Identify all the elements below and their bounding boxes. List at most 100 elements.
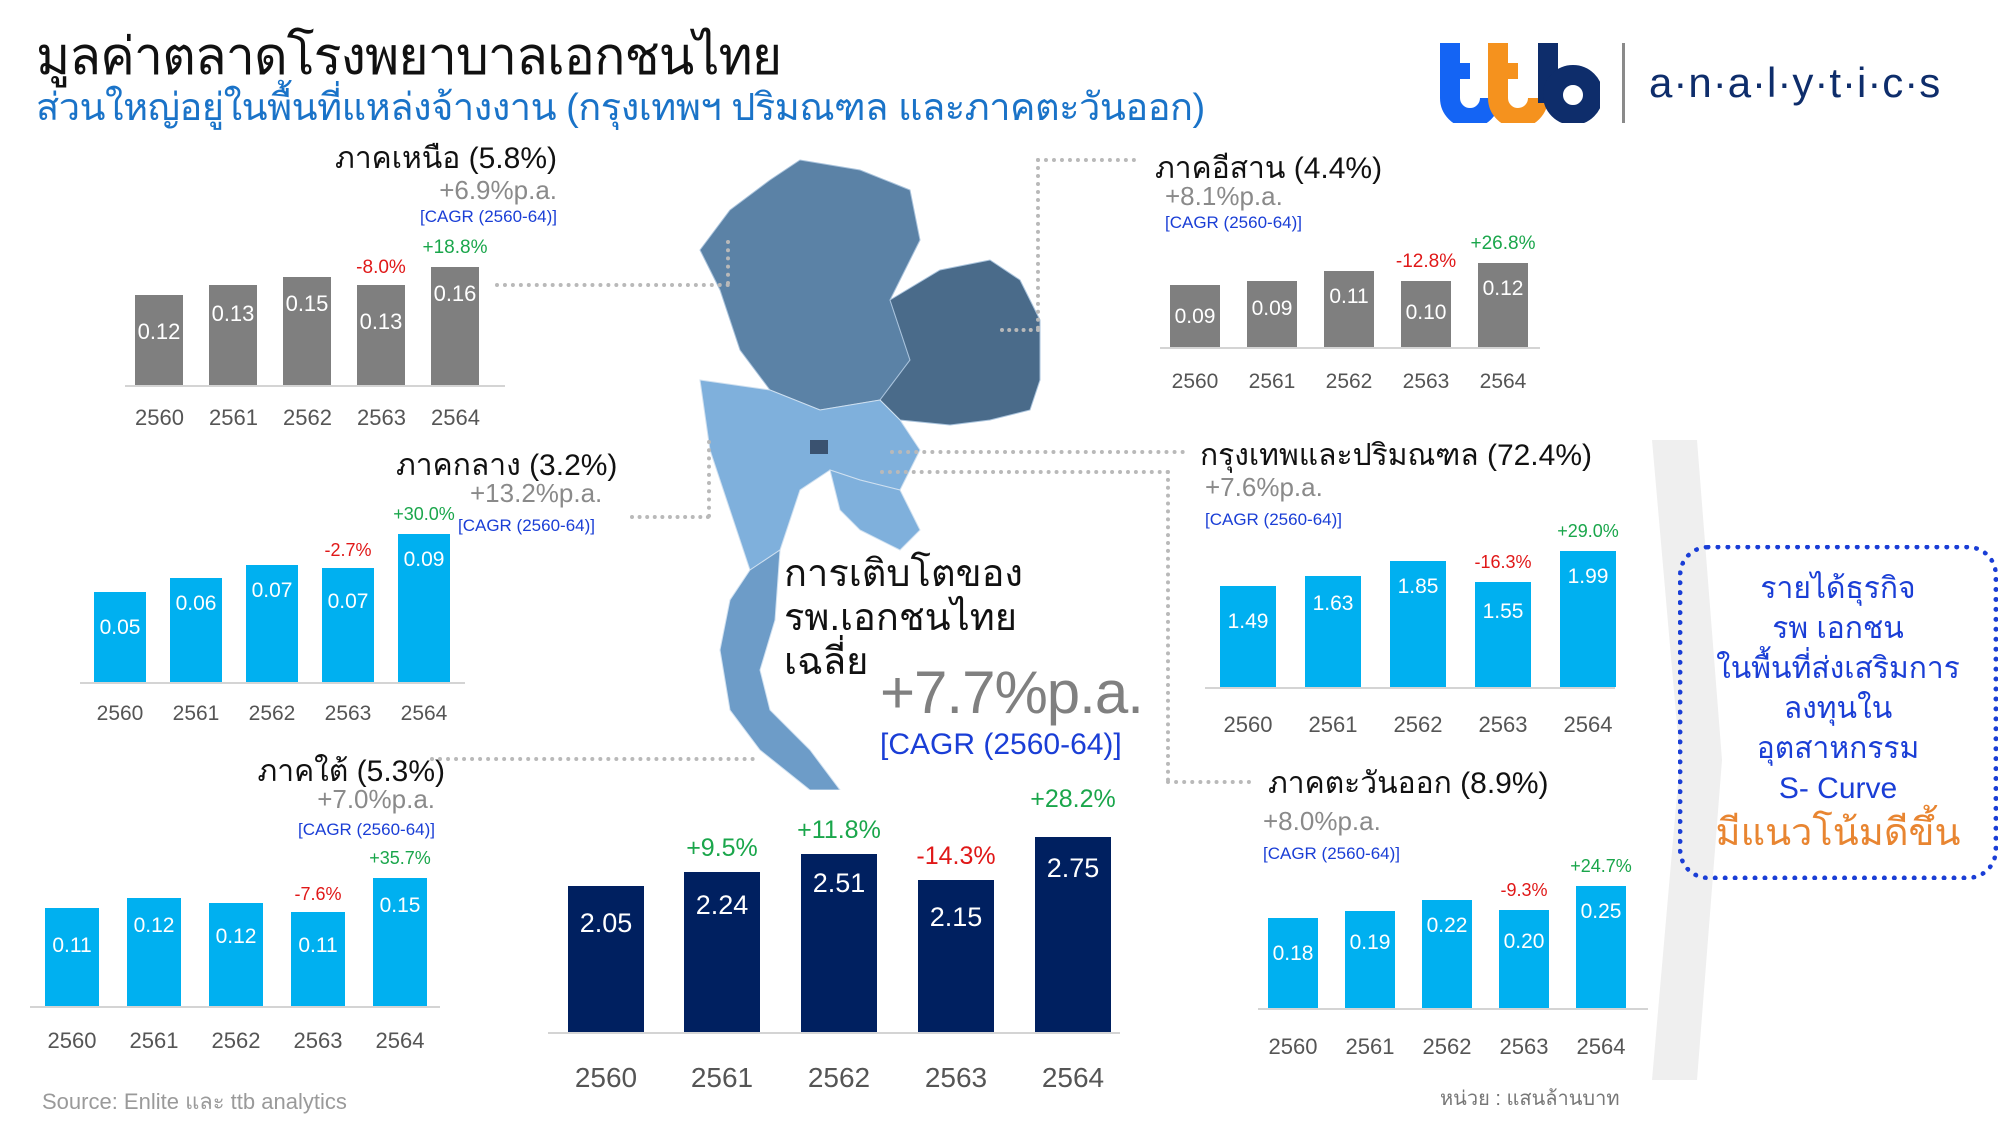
xlabel: 2563 [1402, 370, 1450, 393]
thailand-map [699, 159, 1041, 790]
xlabel: 2562 [283, 405, 332, 430]
page-title: มูลค่าตลาดโรงพยาบาลเอกชนไทย [36, 28, 782, 86]
map-south-region [719, 549, 841, 790]
xlabel: 2563 [293, 1028, 343, 1053]
chart-east-axis [1258, 1008, 1648, 1010]
xlabel: 2564 [400, 702, 448, 725]
bar-north-2563: -8.0% 0.13 [356, 257, 406, 385]
chart-bangkok-axis [1205, 687, 1615, 689]
connector-central-v [707, 440, 711, 518]
center-cagr: +7.7%p.a. [880, 659, 1144, 726]
bar-south-2560: 0.11 [45, 908, 99, 1006]
xlabel: 2561 [1308, 712, 1358, 737]
callout-line: รพ เอกชน [1772, 611, 1904, 645]
chart-bangkok-cagr-note: [CAGR (2560-64)] [1205, 510, 1342, 529]
bar-central-2560: 0.05 [94, 592, 146, 682]
bar-total-2562: +11.8% 2.51 [797, 816, 881, 1032]
bar-central-2563: -2.7% 0.07 [322, 540, 374, 682]
chart-central-cagr: +13.2%p.a. [470, 478, 603, 508]
bar-bangkok-2564: +29.0% 1.99 [1557, 521, 1619, 687]
callout-line: ในพื้นที่ส่งเสริมการ [1716, 651, 1960, 685]
xlabel: 2564 [1576, 1034, 1626, 1059]
xlabel: 2562 [1393, 712, 1443, 737]
chart-bangkok-cagr: +7.6%p.a. [1205, 472, 1323, 502]
bar-central-2561: 0.06 [170, 578, 222, 682]
xlabel: 2561 [1248, 370, 1296, 393]
source-note: Source: Enlite และ ttb analytics [42, 1089, 347, 1114]
xlabel: 2560 [1268, 1034, 1318, 1059]
bar-north-2561: 0.13 [209, 285, 257, 385]
chart-central-axis [80, 682, 465, 684]
chart-bangkok: กรุงเทพและปริมณฑล (72.4%) +7.6%p.a. [CAG… [1200, 432, 1640, 742]
bar-northeast-2564: +26.8% 0.12 [1471, 233, 1535, 347]
xlabel: 2560 [135, 405, 184, 430]
xlabel: 2562 [248, 702, 296, 725]
bar-north-2560: 0.12 [135, 295, 183, 385]
xlabel: 2560 [574, 1062, 638, 1093]
chart-central-title: ภาคกลาง (3.2%) [396, 449, 618, 482]
bar-northeast-2561: 0.09 [1247, 281, 1297, 347]
xlabel: 2560 [96, 702, 144, 725]
chart-south: ภาคใต้ (5.3%) +7.0%p.a. [CAGR (2560-64)]… [25, 748, 445, 1068]
chart-east: ภาคตะวันออก (8.9%) +8.0%p.a. [CAGR (2560… [1258, 760, 1658, 1070]
bar-total-2564: +28.2% 2.75 [1030, 785, 1116, 1032]
xlabel: 2562 [211, 1028, 261, 1053]
logo-divider [1622, 43, 1625, 123]
bar-east-2563: -9.3% 0.20 [1499, 880, 1549, 1008]
xlabel: 2564 [1041, 1062, 1105, 1093]
chart-bangkok-plot: 1.49 1.63 1.85 -16.3% 1.55 +29.0% 1.99 [1205, 521, 1619, 689]
bar-north-2564: +18.8% 0.16 [423, 237, 487, 385]
xlabel: 2562 [1325, 370, 1373, 393]
ttb-logo-icon [1440, 43, 1600, 123]
connector-east-h [1166, 780, 1251, 784]
chart-south-axis [30, 1006, 440, 1008]
bar-east-2564: +24.7% 0.25 [1570, 856, 1632, 1008]
chart-central: ภาคกลาง (3.2%) +13.2%p.a. [CAGR (2560-64… [80, 442, 660, 742]
chart-northeast-cagr: +8.1%p.a. [1165, 181, 1283, 211]
connector-north-v [726, 240, 730, 285]
page-subtitle: ส่วนใหญ่อยู่ในพื้นที่แหล่งจ้างงาน (กรุงเ… [36, 87, 1205, 129]
callout-line: ลงทุนใน [1783, 691, 1893, 725]
xlabel: 2561 [209, 405, 258, 430]
xlabel: 2564 [431, 405, 480, 430]
bar-northeast-2560: 0.09 [1170, 285, 1220, 347]
connector-central [630, 515, 710, 519]
chevron-arrow-icon [1652, 440, 1722, 1080]
chart-north: ภาคเหนือ (5.8%) +6.9%p.a. [CAGR (2560-64… [125, 135, 585, 435]
chart-total-axis [548, 1032, 1120, 1034]
chart-south-title: ภาคใต้ (5.3%) [257, 755, 445, 788]
bar-bangkok-2562: 1.85 [1390, 561, 1446, 687]
connector-north [495, 283, 730, 287]
chart-northeast-title: ภาคอีสาน (4.4%) [1155, 152, 1383, 185]
xlabel: 2563 [357, 405, 406, 430]
map-bangkok [810, 440, 828, 454]
xlabel: 2560 [1171, 370, 1219, 393]
bar-north-2562: 0.15 [283, 277, 331, 385]
bar-central-2564: +30.0% 0.09 [393, 504, 455, 682]
xlabel: 2564 [1563, 712, 1613, 737]
unit-note: หน่วย : แสนล้านบาท [1440, 1088, 1620, 1110]
chart-northeast-cagr-note: [CAGR (2560-64)] [1165, 213, 1302, 232]
center-headline: การเติบโตของ รพ.เอกชนไทย เฉลี่ย [784, 552, 1023, 684]
bar-east-2560: 0.18 [1268, 918, 1318, 1008]
chart-central-cagr-note: [CAGR (2560-64)] [458, 516, 595, 535]
chart-east-plot: 0.18 0.19 0.22 -9.3% 0.20 +24.7% 0.25 [1258, 856, 1648, 1010]
bar-east-2562: 0.22 [1422, 900, 1472, 1008]
bar-total-2560: 2.05 [568, 886, 644, 1032]
chart-northeast-plot: 0.09 0.09 0.11 -12.8% 0.10 +26.8% 0.12 [1160, 233, 1540, 349]
xlabel: 2560 [47, 1028, 97, 1053]
callout-line: อุตสาหกรรม [1756, 731, 1920, 765]
bar-northeast-2562: 0.11 [1324, 271, 1374, 347]
xlabel: 2561 [1345, 1034, 1395, 1059]
bar-south-2564: +35.7% 0.15 [369, 848, 431, 1006]
bar-south-2561: 0.12 [127, 898, 181, 1006]
bar-total-2563: -14.3% 2.15 [916, 842, 996, 1032]
xlabel: 2563 [924, 1062, 988, 1093]
chart-central-plot: 0.05 0.06 0.07 -2.7% 0.07 +30.0% 0.09 [80, 504, 465, 684]
center-line-3: เฉลี่ย [784, 641, 869, 683]
connector-south [430, 757, 755, 761]
center-line-1: การเติบโตของ [784, 553, 1023, 595]
summary-callout: รายได้ธุรกิจ รพ เอกชน ในพื้นที่ส่งเสริมก… [1678, 545, 1998, 880]
xlabel: 2561 [690, 1062, 754, 1093]
xlabel: 2563 [1478, 712, 1528, 737]
